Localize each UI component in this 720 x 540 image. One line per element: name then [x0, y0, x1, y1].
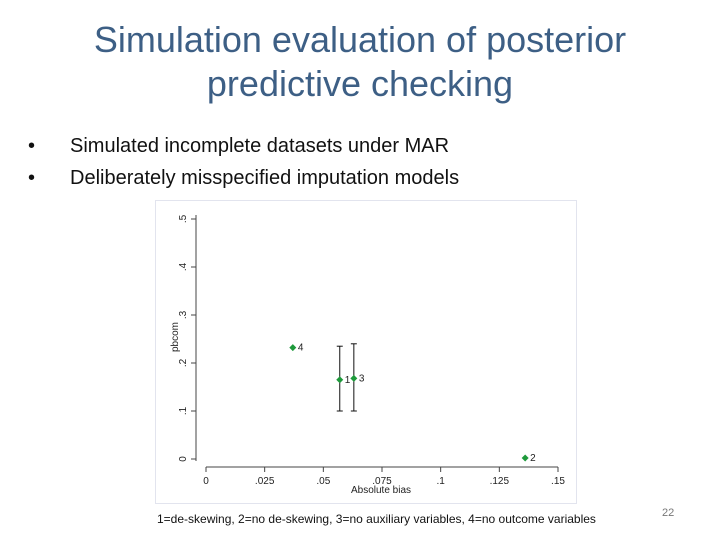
bullet-text: Simulated incomplete datasets under MAR [70, 135, 450, 157]
bullet-text: Deliberately misspecified imputation mod… [70, 167, 460, 189]
chart-caption: 1=de-skewing, 2=no de-skewing, 3=no auxi… [157, 512, 596, 526]
data-point-label: 4 [298, 343, 304, 354]
title-line-1: Simulation evaluation of posterior [93, 19, 627, 60]
x-tick-label: 0 [203, 476, 209, 487]
x-tick-label: .025 [255, 476, 275, 487]
y-tick-label: .2 [178, 358, 189, 367]
y-tick-label: .1 [178, 406, 189, 415]
data-point [336, 376, 344, 384]
x-tick-label: .125 [490, 476, 510, 487]
bullet-item: • Simulated incomplete datasets under MA… [14, 130, 459, 162]
chart-points: 1 2 3 4 [289, 343, 536, 464]
scatter-chart: 0 .025 .05 .075 .1 .125 .15 0 .1 .2 .3 .4 .5 1 2 3 4 Ab… [170, 214, 565, 496]
x-tick-label: .075 [372, 476, 392, 487]
x-tick-label: .05 [316, 476, 330, 487]
y-axis-label: pbcom [170, 322, 181, 352]
y-tick-label: .4 [178, 262, 189, 271]
data-point-label: 2 [530, 453, 536, 464]
bullet-item: • Deliberately misspecified imputation m… [14, 162, 459, 194]
bullet-list: • Simulated incomplete datasets under MA… [14, 130, 459, 194]
page-number: 22 [662, 507, 675, 519]
y-tick-label: .5 [178, 214, 189, 223]
x-tick-label: .15 [551, 476, 565, 487]
chart-frame: 0 .025 .05 .075 .1 .125 .15 0 .1 .2 .3 .4 .5 1 2 3 4 Ab… [155, 200, 577, 504]
y-tick-label: 0 [178, 456, 189, 462]
bullet-dot-icon: • [28, 167, 36, 189]
data-point [289, 344, 297, 352]
y-tick-label: .3 [178, 310, 189, 319]
data-point-label: 1 [345, 375, 351, 386]
chart-ticks: 0 .025 .05 .075 .1 .125 .15 0 .1 .2 .3 .4 .5 [178, 214, 565, 487]
chart-axes [195, 215, 558, 468]
data-point [350, 374, 358, 382]
data-point [521, 454, 529, 462]
bullet-dot-icon: • [28, 135, 36, 157]
x-axis-label: Absolute bias [351, 485, 411, 496]
data-point-label: 3 [359, 373, 365, 384]
title-line-2: predictive checking [206, 63, 514, 104]
slide-title: Simulation evaluation of posterior predi… [40, 18, 680, 106]
x-tick-label: .1 [436, 476, 445, 487]
